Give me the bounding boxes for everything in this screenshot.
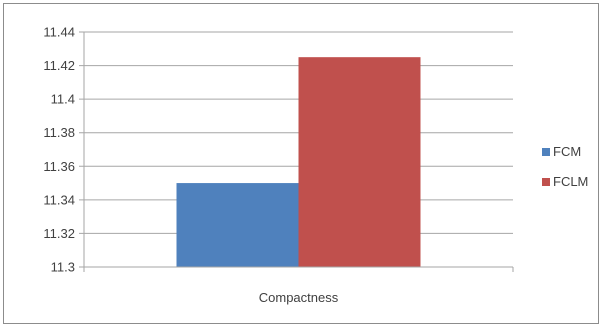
- bar-fcm: [176, 183, 299, 267]
- y-axis-tick-labels: 11.44 11.42 11.4 11.38 11.36 11.34 11.32 11.3: [43, 25, 75, 275]
- bars: [176, 57, 421, 267]
- y-tick-label: 11.36: [43, 159, 75, 174]
- y-tick-label: 11.4: [51, 92, 75, 107]
- legend-label-fcm: FCM: [553, 144, 581, 159]
- legend-label-fclm: FCLM: [553, 174, 588, 189]
- y-tick-label: 11.3: [51, 260, 75, 275]
- legend-swatch-fclm: [542, 178, 550, 186]
- y-tick-label: 11.32: [43, 226, 75, 241]
- legend: FCM FCLM: [542, 144, 588, 189]
- y-tick-label: 11.44: [43, 25, 75, 40]
- y-tick-label: 11.34: [43, 192, 75, 207]
- bar-fclm: [298, 57, 421, 267]
- y-tick-label: 11.42: [43, 58, 75, 73]
- x-category-label: Compactness: [259, 290, 339, 305]
- y-tick-label: 11.38: [43, 125, 75, 140]
- x-axis-tick-marks: [83, 267, 514, 272]
- legend-swatch-fcm: [542, 148, 550, 156]
